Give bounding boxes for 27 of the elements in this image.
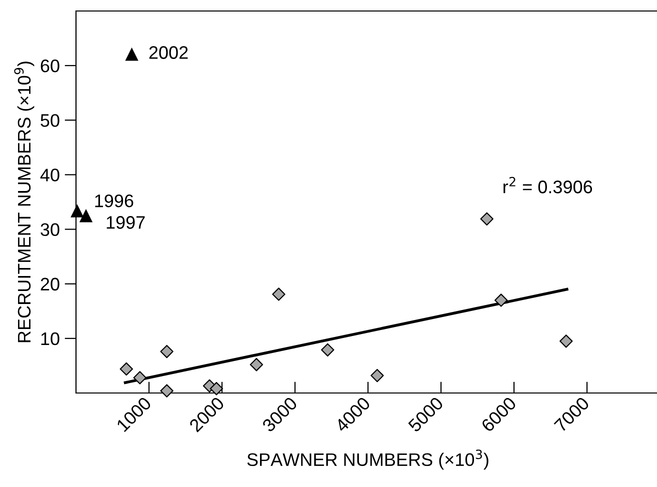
point (272, 288, 286, 301)
annotation: r$^{2}$ = 0.3906 (504, 176, 592, 194)
y-tick-label: 30 (40, 223, 60, 236)
y-axis-title: RECRUITMENT NUMBERS (×10$^{9}$) (14, 62, 34, 342)
point (160, 344, 174, 358)
point (160, 384, 174, 398)
point (125, 48, 138, 61)
point (250, 358, 264, 372)
y-tick-label: 50 (40, 114, 60, 127)
point (560, 334, 573, 348)
annotation: 2002 (149, 46, 188, 59)
point (321, 343, 334, 356)
point (70, 204, 84, 218)
point (120, 362, 133, 376)
point (210, 382, 224, 396)
point (494, 294, 508, 307)
x-axis-title: SPAWNER NUMBERS (×10$^{3}$) (247, 450, 488, 470)
point (79, 209, 93, 222)
y-tick-label: 10 (41, 332, 60, 346)
point (480, 212, 494, 226)
annotation: 1996 (95, 194, 134, 208)
y-tick-label: 60 (40, 60, 60, 72)
point (133, 371, 146, 384)
annotation: 1997 (106, 216, 145, 229)
point (370, 368, 384, 382)
y-tick-label: 40 (40, 168, 60, 182)
y-tick-label: 20 (40, 278, 60, 291)
